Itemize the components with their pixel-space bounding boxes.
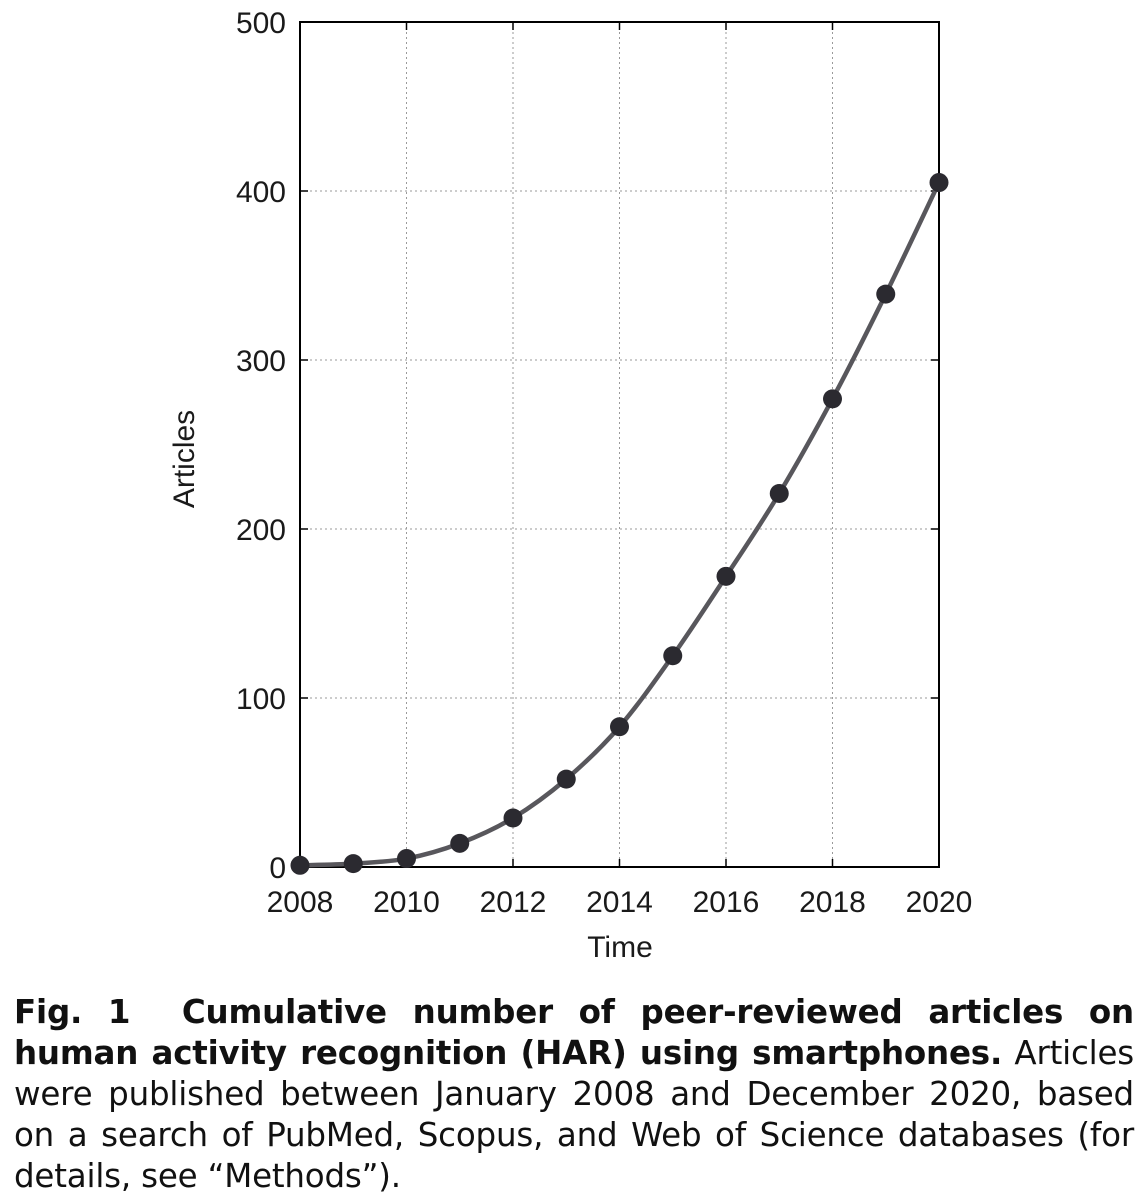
x-tick-label: 2014: [586, 886, 653, 919]
grid-lines: [300, 22, 939, 867]
x-tick-label: 2008: [267, 886, 334, 919]
y-tick-label: 400: [236, 176, 286, 209]
line-chart: 2008 2010 2012 2014 2016 2018 2020 0 100 200 300 40…: [168, 7, 972, 964]
tick-labels: 2008 2010 2012 2014 2016 2018 2020 0 100 200 300 40…: [236, 7, 972, 919]
data-point: [556, 769, 576, 789]
x-tick-label: 2020: [906, 886, 973, 919]
data-point: [343, 854, 363, 874]
x-tick-label: 2018: [799, 886, 866, 919]
data-point: [716, 566, 736, 586]
data-point: [929, 173, 949, 193]
data-point: [290, 855, 310, 875]
caption-label: Fig. 1: [14, 993, 131, 1031]
series-line: [297, 180, 942, 868]
caption-title: Cumulative number of peer-reviewed artic…: [14, 993, 1134, 1072]
y-tick-label: 100: [236, 683, 286, 716]
data-point: [876, 284, 896, 304]
data-point: [610, 717, 629, 737]
data-point: [397, 849, 416, 869]
data-point: [450, 833, 470, 853]
x-tick-label: 2012: [480, 886, 547, 919]
data-point: [769, 484, 789, 504]
y-tick-label: 0: [269, 852, 286, 885]
series: [290, 173, 949, 875]
x-tick-label: 2016: [693, 886, 760, 919]
y-tick-label: 200: [236, 514, 286, 547]
y-tick-label: 300: [236, 345, 286, 378]
y-tick-label: 500: [236, 7, 286, 40]
data-point: [503, 808, 523, 828]
data-point: [663, 646, 683, 666]
y-axis-title: Articles: [168, 410, 201, 508]
x-axis-title: Time: [587, 931, 653, 964]
figure-caption: Fig. 1 Cumulative number of peer-reviewe…: [14, 992, 1134, 1197]
data-point: [823, 389, 842, 409]
chart-area: 2008 2010 2012 2014 2016 2018 2020 0 100 200 300 40…: [168, 7, 972, 964]
x-tick-label: 2010: [373, 886, 440, 919]
caption-body: Articles were published between January …: [14, 1034, 1134, 1195]
